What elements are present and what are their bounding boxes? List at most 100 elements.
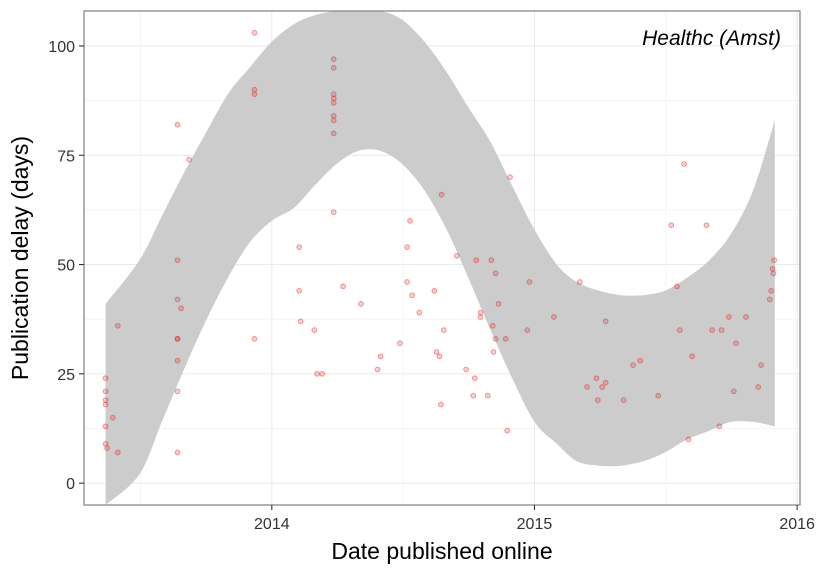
data-point [174, 336, 181, 342]
data-point [431, 287, 438, 294]
data-point [102, 375, 109, 382]
data-point [102, 423, 109, 430]
confidence-band [105, 11, 775, 505]
data-point [492, 336, 499, 342]
data-point [709, 327, 716, 333]
data-point [766, 296, 773, 303]
data-point [296, 244, 303, 250]
data-point [251, 30, 258, 36]
data-point [758, 362, 764, 368]
data-point [471, 375, 478, 382]
data-point [174, 357, 181, 364]
data-point [251, 336, 258, 342]
data-point [463, 366, 469, 373]
x-tick-label: 2015 [517, 516, 553, 533]
data-point [504, 427, 510, 434]
data-point [433, 349, 440, 355]
data-point [330, 113, 337, 119]
data-point [630, 362, 636, 368]
y-tick-label: 0 [66, 476, 75, 493]
data-point [251, 86, 258, 93]
data-point [676, 327, 683, 333]
data-point [743, 314, 749, 320]
data-point [594, 397, 601, 403]
y-tick-label: 50 [57, 258, 75, 275]
data-point [576, 279, 583, 285]
data-point [377, 353, 384, 360]
confidence-band-layer [105, 11, 775, 505]
data-point [358, 301, 364, 307]
data-point [102, 401, 109, 408]
data-point [114, 449, 121, 456]
data-point [178, 305, 184, 312]
data-point [703, 222, 710, 229]
data-point [674, 283, 680, 290]
data-point [593, 375, 600, 382]
data-point [770, 270, 777, 277]
panel-border [83, 10, 801, 506]
points-layer [102, 30, 777, 456]
data-point [716, 423, 723, 430]
data-point [733, 340, 739, 347]
data-point [330, 56, 337, 62]
data-point [599, 384, 605, 390]
data-point [109, 414, 116, 421]
data-point [685, 436, 692, 443]
data-point [186, 156, 192, 163]
data-point [297, 318, 304, 325]
data-point [490, 349, 497, 355]
data-point [438, 401, 444, 408]
data-point [340, 283, 346, 290]
data-point [769, 266, 776, 272]
data-point [725, 314, 732, 320]
y-tick-label: 75 [57, 148, 75, 165]
data-point [730, 388, 737, 395]
data-point [330, 91, 337, 97]
data-point [102, 397, 109, 403]
data-point [416, 309, 423, 316]
data-point [330, 130, 337, 137]
data-point [637, 357, 644, 364]
data-point [174, 388, 181, 395]
data-point [409, 292, 415, 299]
data-point [488, 257, 495, 264]
data-point [330, 64, 337, 71]
data-point [655, 392, 662, 399]
data-point [330, 209, 337, 215]
data-point [407, 217, 413, 224]
data-point [473, 257, 480, 264]
data-point [620, 397, 627, 403]
data-point [314, 370, 320, 377]
data-point [477, 309, 484, 316]
data-point [453, 252, 460, 259]
data-point [495, 301, 502, 307]
y-axis: 0 25 50 75 100 [48, 39, 84, 493]
data-point [251, 91, 258, 97]
data-point [330, 95, 337, 102]
data-point [114, 322, 121, 329]
data-point [102, 440, 109, 447]
data-point [602, 318, 609, 325]
x-tick-label: 2016 [779, 516, 815, 533]
data-point [174, 257, 181, 264]
data-point [484, 392, 491, 399]
data-point [526, 279, 533, 285]
data-point [602, 379, 609, 386]
data-point [771, 257, 777, 264]
data-point [174, 449, 181, 456]
data-point [404, 244, 410, 250]
data-point [330, 117, 337, 124]
data-point [477, 314, 484, 320]
data-point [311, 327, 318, 333]
data-point [438, 191, 445, 198]
data-point [718, 327, 725, 333]
data-point [755, 384, 762, 390]
data-point [502, 336, 509, 342]
x-axis: 2014 2015 2016 [254, 505, 815, 533]
y-tick-label: 25 [57, 367, 75, 384]
data-point [768, 287, 775, 294]
data-point [436, 353, 443, 360]
data-point [104, 445, 110, 452]
data-point [470, 392, 477, 399]
data-point [507, 174, 513, 180]
